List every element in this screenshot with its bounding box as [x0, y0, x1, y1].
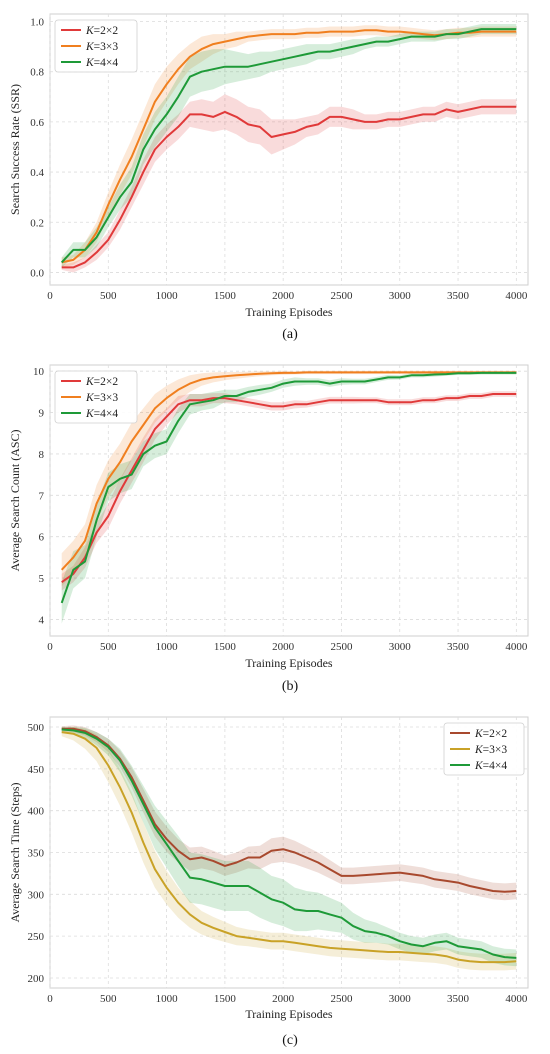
series-band-2 — [61, 727, 517, 971]
y-tick-label: 250 — [28, 931, 45, 943]
y-tick-label: 300 — [28, 889, 45, 901]
y-tick-label: 400 — [28, 806, 45, 818]
x-tick-label: 0 — [47, 290, 53, 302]
series-line-1 — [61, 727, 517, 893]
legend: K=2×2 K=3×3 K=4×4 — [443, 722, 525, 776]
y-tick-label: 0.4 — [30, 167, 44, 179]
x-tick-label: 2500 — [330, 641, 353, 653]
series-line-2 — [61, 731, 517, 964]
x-tick-label: 3000 — [389, 993, 412, 1005]
x-axis-label: Training Episodes — [245, 305, 333, 319]
y-axis-label: Average Search Time (Steps) — [8, 782, 22, 922]
x-tick-label: 1500 — [214, 290, 237, 302]
panel-label: (b) — [282, 679, 299, 694]
x-tick-label: 4000 — [505, 993, 528, 1005]
series-line-1 — [61, 393, 517, 584]
y-tick-label: 0.8 — [30, 67, 44, 79]
x-tick-label: 1000 — [156, 993, 179, 1005]
series-line-3 — [60, 28, 517, 264]
x-tick-label: 4000 — [505, 641, 528, 653]
y-tick-label: 9 — [39, 408, 45, 420]
x-tick-label: 3500 — [447, 290, 470, 302]
chart-panel-2: 0 500 1000 1500 2000 2500 3000 3500 4000 4 5 6 7 8 9 10… — [8, 364, 529, 694]
legend-box — [54, 19, 138, 73]
y-tick-label: 6 — [39, 532, 45, 544]
series-band-3 — [61, 727, 517, 967]
x-axis-label: Training Episodes — [245, 656, 333, 670]
legend-label: K=4×4 — [85, 408, 118, 420]
y-tick-label: 8 — [39, 449, 45, 461]
y-tick-label: 1.0 — [30, 17, 44, 29]
x-tick-label: 2000 — [272, 993, 295, 1005]
y-tick-label: 350 — [28, 848, 45, 860]
y-tick-label: 7 — [39, 490, 45, 502]
x-tick-label: 3500 — [447, 993, 470, 1005]
y-axis-label: Average Search Count (ASC) — [8, 429, 22, 571]
x-tick-label: 2500 — [330, 290, 353, 302]
x-tick-label: 3500 — [447, 641, 470, 653]
legend-label: K=4×4 — [85, 57, 118, 69]
series-band-2 — [61, 25, 517, 268]
x-tick-label: 2000 — [272, 290, 295, 302]
panel-label: (c) — [282, 1033, 298, 1048]
series-band-1 — [61, 94, 517, 273]
legend-label: K=2×2 — [474, 728, 507, 740]
series-band-3 — [61, 24, 517, 268]
x-tick-label: 1500 — [214, 641, 237, 653]
y-tick-label: 4 — [39, 614, 45, 626]
legend-box — [54, 370, 138, 424]
y-tick-label: 0.6 — [30, 117, 44, 129]
series-line-1 — [61, 105, 517, 269]
legend: K=2×2 K=3×3 K=4×4 — [54, 19, 138, 73]
chart-panel-3: 0 500 1000 1500 2000 2500 3000 3500 4000 200 250 30… — [8, 716, 529, 1048]
x-tick-label: 1500 — [214, 993, 237, 1005]
y-tick-label: 10 — [33, 366, 45, 378]
x-axis-label: Training Episodes — [245, 1007, 333, 1021]
legend: K=2×2 K=3×3 K=4×4 — [54, 370, 138, 424]
x-tick-label: 3000 — [389, 290, 412, 302]
legend-label: K=2×2 — [85, 25, 118, 37]
series-band-3 — [61, 371, 517, 624]
legend-label: K=3×3 — [474, 744, 507, 756]
legend-label: K=4×4 — [474, 760, 507, 772]
x-tick-label: 0 — [47, 641, 53, 653]
y-tick-label: 0.0 — [30, 267, 44, 279]
series-line-3 — [61, 728, 517, 959]
legend-box — [443, 722, 525, 776]
x-tick-label: 2500 — [330, 993, 353, 1005]
y-tick-label: 5 — [39, 573, 45, 585]
chart-panel-1: 0 500 1000 1500 2000 2500 3000 3500 4000 0.0 0.2 0.… — [8, 13, 529, 342]
panel-label: (a) — [282, 327, 298, 342]
series-line-2 — [60, 371, 517, 571]
legend-label: K=3×3 — [85, 392, 118, 404]
x-tick-label: 0 — [47, 993, 53, 1005]
y-axis-label: Search Success Rate (SSR) — [8, 84, 22, 215]
y-tick-label: 200 — [28, 973, 45, 985]
x-tick-label: 2000 — [272, 641, 295, 653]
x-tick-label: 1000 — [156, 641, 179, 653]
x-tick-label: 3000 — [389, 641, 412, 653]
x-tick-label: 4000 — [505, 290, 528, 302]
legend-label: K=3×3 — [85, 41, 118, 53]
y-tick-label: 450 — [28, 764, 45, 776]
legend-label: K=2×2 — [85, 376, 118, 388]
x-tick-label: 500 — [100, 290, 117, 302]
series-line-3 — [60, 371, 517, 604]
y-tick-label: 500 — [28, 722, 45, 734]
x-tick-label: 1000 — [156, 290, 179, 302]
y-tick-label: 0.2 — [30, 217, 44, 229]
x-tick-label: 500 — [100, 993, 117, 1005]
x-tick-label: 500 — [100, 641, 117, 653]
